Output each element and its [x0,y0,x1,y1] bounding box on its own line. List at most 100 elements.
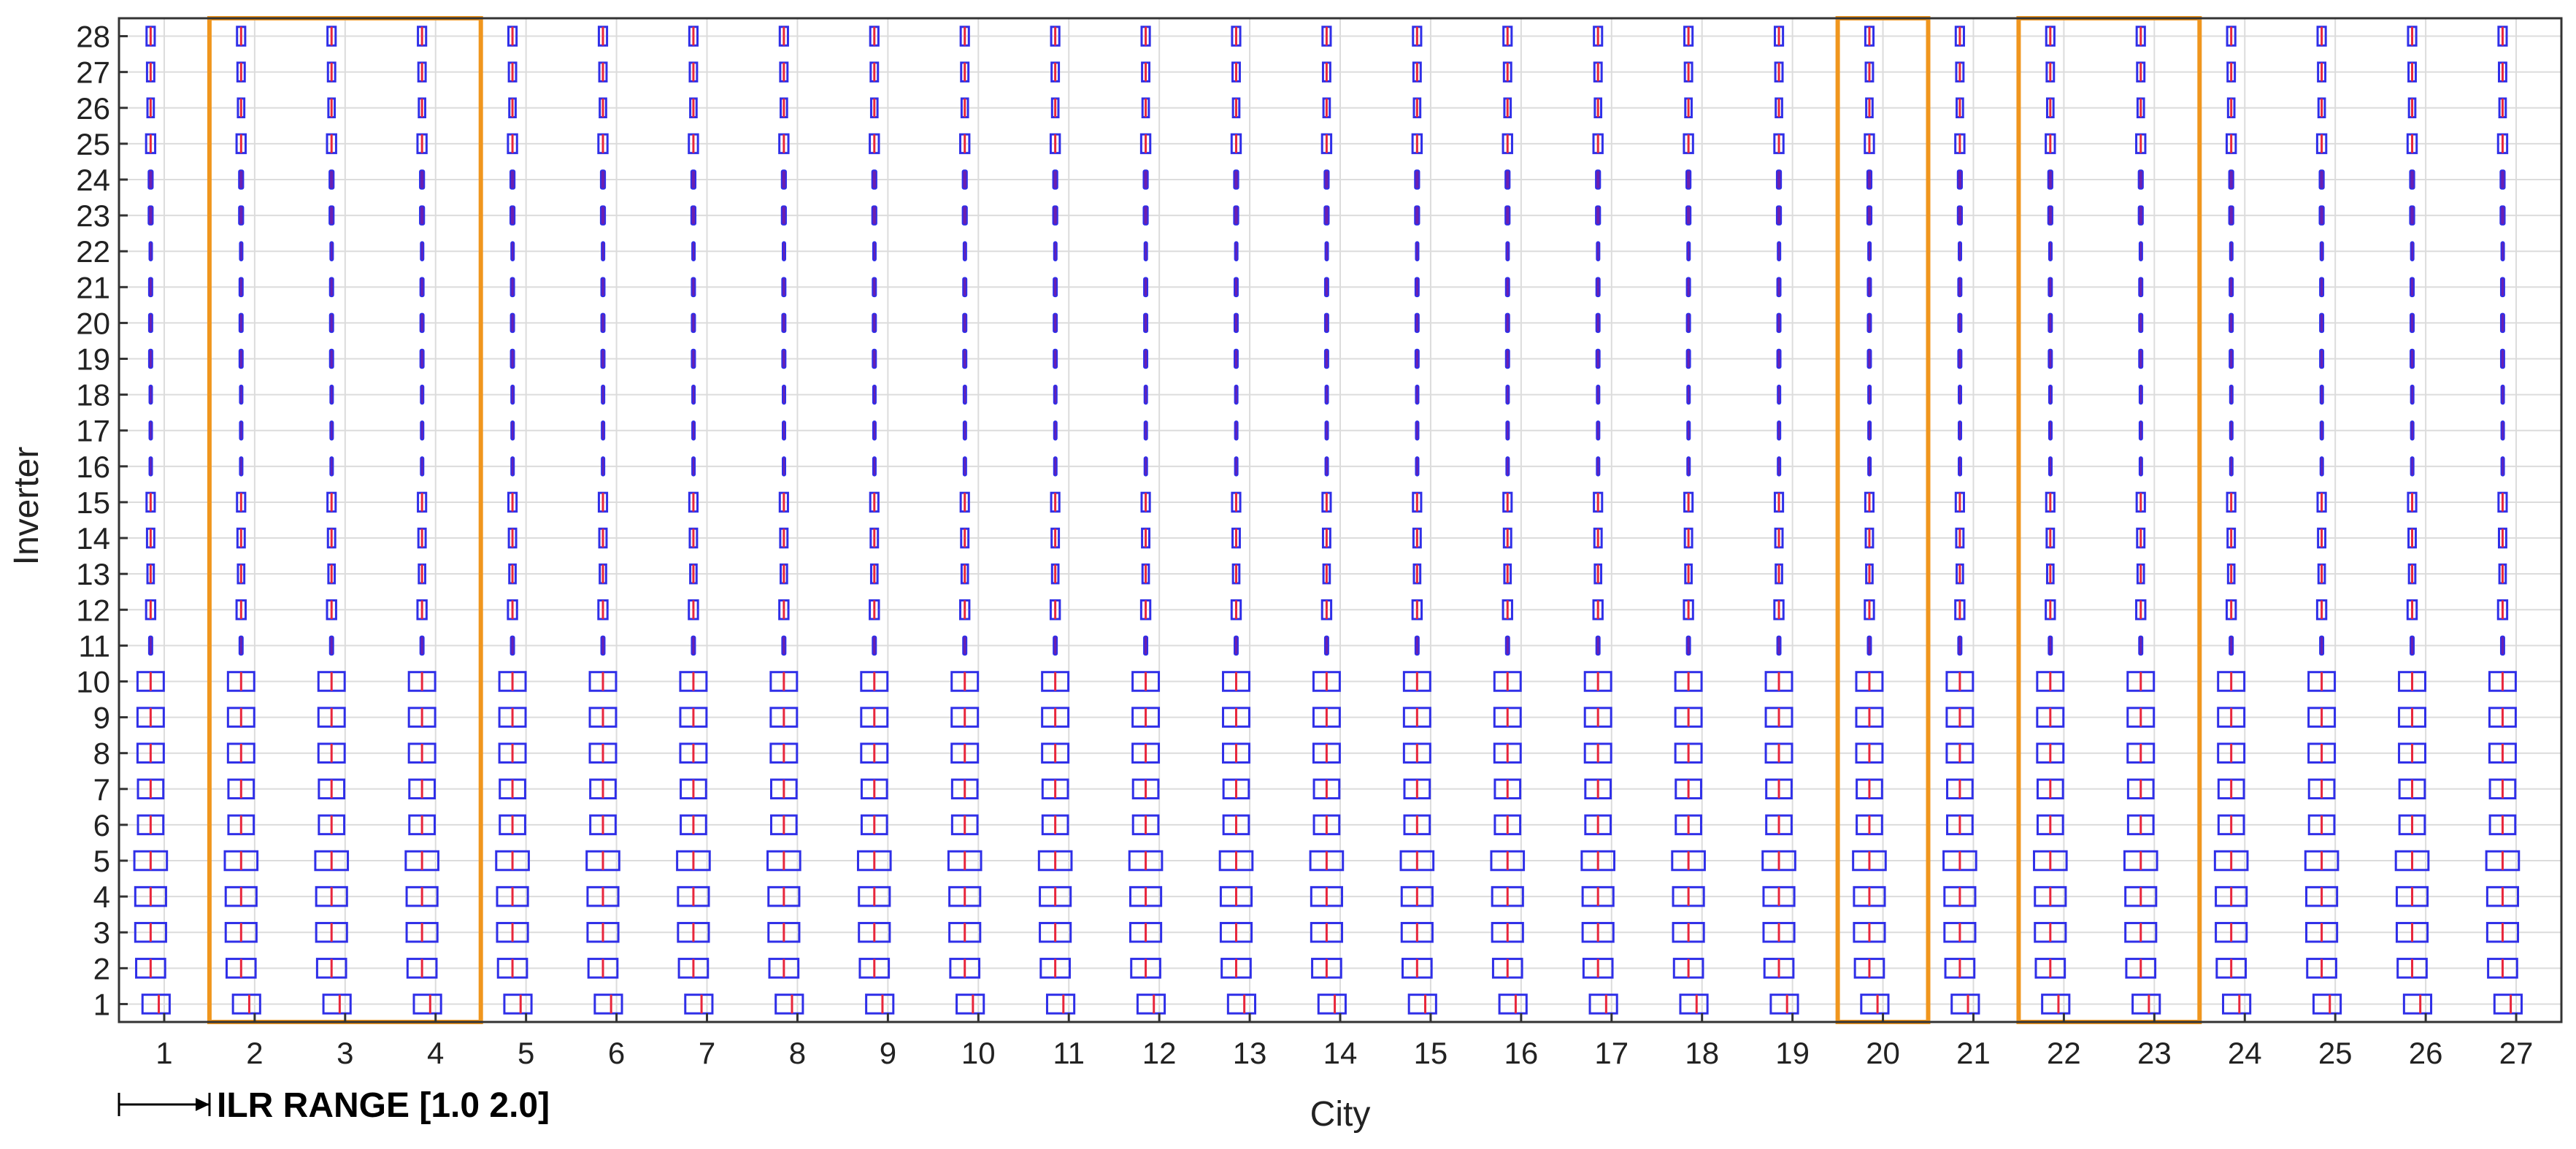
x-tick-label: 26 [2409,1036,2443,1070]
box [872,312,877,334]
box [329,456,334,477]
box [1867,456,1872,477]
box [1505,420,1510,441]
box [2229,635,2234,656]
box [2047,169,2053,190]
box [691,635,696,656]
x-axis-title: City [1310,1095,1371,1134]
box [328,635,334,656]
box [147,312,153,334]
box [147,348,153,369]
box [1775,205,1783,226]
box [2229,348,2234,369]
grid-lines [119,18,2561,1022]
x-tick-label: 25 [2318,1036,2353,1070]
box [141,994,171,1015]
box [1505,241,1510,261]
box [419,635,425,656]
box [238,169,245,190]
box [419,277,425,298]
box [238,312,244,334]
box [871,205,877,226]
box [1234,456,1239,477]
box [328,277,334,298]
box [1415,456,1420,477]
box [2499,205,2506,226]
box [419,312,425,334]
axes [118,17,2563,1023]
x-tick-label: 18 [1685,1036,1719,1070]
box [1415,241,1420,261]
box [1686,241,1691,261]
box [1504,277,1510,298]
box [1045,994,1076,1015]
y-tick-label: 4 [93,880,110,914]
box [2229,384,2234,405]
y-tick-label: 20 [76,306,110,340]
box [1776,277,1782,298]
box [865,994,895,1015]
box [1143,635,1149,656]
box [600,635,606,656]
box [1860,994,1890,1015]
box [2047,205,2053,226]
box [1136,994,1166,1015]
box [601,420,606,441]
box [2493,994,2523,1015]
box [2410,312,2415,334]
y-tick-label: 18 [76,378,110,412]
y-tick-label: 19 [76,342,110,377]
y-tick-label: 8 [93,737,110,771]
box [2229,241,2234,261]
box [2319,348,2325,369]
box-series [133,26,2523,1015]
x-tick-label: 3 [337,1036,353,1070]
box [2041,994,2071,1015]
box [2138,348,2144,369]
box [1867,384,1872,405]
x-tick-label: 16 [1504,1036,1538,1070]
box [328,205,335,226]
box [328,169,335,190]
y-tick-label: 1 [93,987,110,1021]
box [1504,205,1511,226]
y-tick-label: 21 [76,270,110,304]
box [1323,277,1329,298]
x-tick-label: 5 [518,1036,534,1070]
box [1595,348,1601,369]
x-tick-label: 9 [880,1036,896,1070]
box [2319,241,2324,261]
box [2499,312,2505,334]
box [872,384,877,405]
box [962,312,968,334]
box [1957,348,1963,369]
box [1052,205,1058,226]
box [510,277,515,298]
ilr-range-arrow [118,1093,211,1116]
box [1596,420,1601,441]
box [600,348,606,369]
y-tick-label: 10 [76,664,110,699]
y-tick-label: 14 [76,521,110,556]
box [600,312,606,334]
x-tick-label: 17 [1594,1036,1629,1070]
box [1053,635,1058,656]
x-tick-label: 6 [608,1036,625,1070]
y-tick-label: 24 [76,163,110,197]
box [1866,635,1872,656]
box [419,205,426,226]
y-tick-label: 27 [76,55,110,90]
box [1415,420,1420,441]
box [872,241,877,261]
x-tick-label: 4 [427,1036,444,1070]
box [1956,169,1963,190]
y-tick-label: 17 [76,414,110,448]
box [510,420,515,441]
box [419,169,426,190]
y-tick-label: 2 [93,951,110,985]
box [1414,635,1420,656]
box [774,994,804,1015]
box [1053,384,1058,405]
box [1143,277,1149,298]
y-tick-label: 23 [76,199,110,233]
